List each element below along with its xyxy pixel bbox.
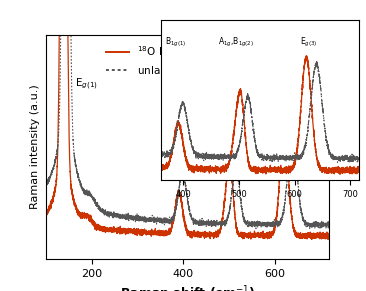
Legend: $^{18}$O labelled TiO$_2$, unlabelled TiO$_2$: $^{18}$O labelled TiO$_2$, unlabelled Ti… xyxy=(102,40,230,82)
$^{18}$O labelled TiO$_2$ xyxy=(96,223,100,226)
unlabelled TiO$_2$ xyxy=(281,213,285,217)
Y-axis label: Raman intensity (a.u.): Raman intensity (a.u.) xyxy=(30,85,40,209)
unlabelled TiO$_2$ xyxy=(216,221,221,225)
Text: A$_{1g}$,B$_{1g(2)}$: A$_{1g}$,B$_{1g(2)}$ xyxy=(218,36,254,49)
Text: B$_{1g(1)}$: B$_{1g(1)}$ xyxy=(165,36,187,49)
$^{18}$O labelled TiO$_2$ xyxy=(231,193,235,196)
Text: E$_{g(3)}$: E$_{g(3)}$ xyxy=(300,36,318,49)
unlabelled TiO$_2$ xyxy=(44,180,48,184)
$^{18}$O labelled TiO$_2$ xyxy=(154,230,158,234)
unlabelled TiO$_2$ xyxy=(332,224,336,227)
$^{18}$O labelled TiO$_2$ xyxy=(281,135,285,138)
Text: E$_{g(1)}$: E$_{g(1)}$ xyxy=(75,76,97,92)
unlabelled TiO$_2$ xyxy=(154,218,158,222)
unlabelled TiO$_2$ xyxy=(259,222,263,226)
$^{18}$O labelled TiO$_2$ xyxy=(259,235,263,238)
Line: $^{18}$O labelled TiO$_2$: $^{18}$O labelled TiO$_2$ xyxy=(46,0,334,239)
unlabelled TiO$_2$ xyxy=(254,227,258,230)
$^{18}$O labelled TiO$_2$ xyxy=(44,212,48,216)
$^{18}$O labelled TiO$_2$ xyxy=(330,238,335,241)
unlabelled TiO$_2$ xyxy=(96,205,100,208)
Line: unlabelled TiO$_2$: unlabelled TiO$_2$ xyxy=(46,0,334,229)
$^{18}$O labelled TiO$_2$ xyxy=(332,236,336,239)
X-axis label: Raman shift (cm$^{-1}$): Raman shift (cm$^{-1}$) xyxy=(120,284,255,291)
unlabelled TiO$_2$ xyxy=(231,179,235,183)
$^{18}$O labelled TiO$_2$ xyxy=(216,230,221,234)
